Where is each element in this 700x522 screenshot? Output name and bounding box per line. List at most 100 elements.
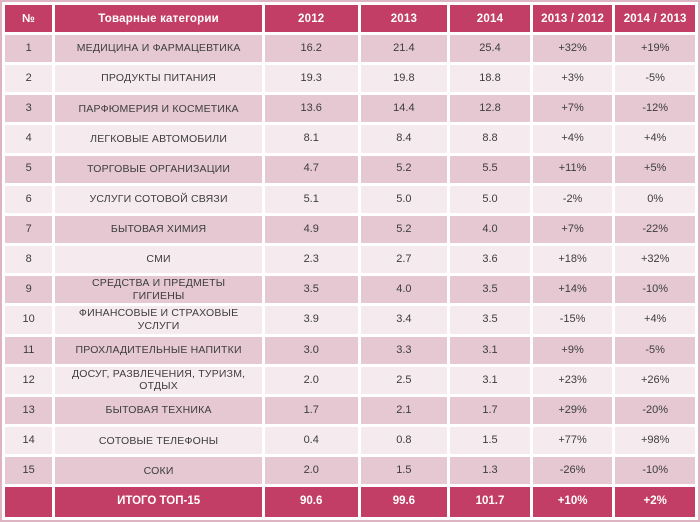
row-num-cell: 8 <box>5 245 53 273</box>
row-num-cell: 9 <box>5 276 53 304</box>
change-2014-2013-cell: +32% <box>615 245 695 273</box>
value-2012-cell: 19.3 <box>264 65 358 93</box>
value-2012-cell: 8.1 <box>264 125 358 153</box>
change-2014-2013-cell: -20% <box>615 397 695 425</box>
value-2014-cell: 8.8 <box>450 125 530 153</box>
col-header-2013: 2013 <box>360 5 448 32</box>
table-row: 13 БЫТОВАЯ ТЕХНИКА 1.7 2.1 1.7 +29% -20% <box>5 397 695 425</box>
category-cell: СОКИ <box>55 457 262 485</box>
row-num-cell: 7 <box>5 215 53 243</box>
table-row: 14 СОТОВЫЕ ТЕЛЕФОНЫ 0.4 0.8 1.5 +77% +98% <box>5 427 695 455</box>
value-2013-cell: 14.4 <box>360 95 448 123</box>
change-2013-2012-cell: -15% <box>532 306 613 334</box>
value-2014-cell: 1.3 <box>450 457 530 485</box>
value-2012-cell: 2.0 <box>264 366 358 395</box>
value-2014-cell: 3.6 <box>450 245 530 273</box>
value-2013-cell: 5.2 <box>360 215 448 243</box>
table-row: 1 МЕДИЦИНА И ФАРМАЦЕВТИКА 16.2 21.4 25.4 +32%… <box>5 35 695 63</box>
row-num-cell: 12 <box>5 366 53 395</box>
value-2013-cell: 2.5 <box>360 366 448 395</box>
table-row: 12 ДОСУГ, РАЗВЛЕЧЕНИЯ, ТУРИЗМ, ОТДЫХ 2.0 2.… <box>5 366 695 395</box>
change-2013-2012-cell: +7% <box>532 95 613 123</box>
table-row: 2 ПРОДУКТЫ ПИТАНИЯ 19.3 19.8 18.8 +3% -5% <box>5 65 695 93</box>
change-2014-2013-cell: -5% <box>615 336 695 364</box>
row-num-cell: 10 <box>5 306 53 334</box>
row-num-cell: 2 <box>5 65 53 93</box>
table-row: 6 УСЛУГИ СОТОВОЙ СВЯЗИ 5.1 5.0 5.0 -2% 0% <box>5 185 695 213</box>
change-2013-2012-cell: +9% <box>532 336 613 364</box>
change-2014-2013-cell: -10% <box>615 276 695 304</box>
row-num-cell <box>5 487 53 517</box>
category-cell: ТОРГОВЫЕ ОРГАНИЗАЦИИ <box>55 155 262 183</box>
category-cell: МЕДИЦИНА И ФАРМАЦЕВТИКА <box>55 35 262 63</box>
table-row: 7 БЫТОВАЯ ХИМИЯ 4.9 5.2 4.0 +7% -22% <box>5 215 695 243</box>
change-2014-2013-cell: +4% <box>615 306 695 334</box>
col-header-2014: 2014 <box>450 5 530 32</box>
value-2012-cell: 2.0 <box>264 457 358 485</box>
change-2013-2012-cell: +7% <box>532 215 613 243</box>
category-cell: БЫТОВАЯ ХИМИЯ <box>55 215 262 243</box>
value-2012-cell: 13.6 <box>264 95 358 123</box>
col-header-2012: 2012 <box>264 5 358 32</box>
value-2014-cell: 5.5 <box>450 155 530 183</box>
category-cell: ФИНАНСОВЫЕ И СТРАХОВЫЕ УСЛУГИ <box>55 306 262 334</box>
row-num-cell: 3 <box>5 95 53 123</box>
value-2014-cell: 3.5 <box>450 306 530 334</box>
row-num-cell: 11 <box>5 336 53 364</box>
value-2012-cell: 4.9 <box>264 215 358 243</box>
total-row: ИТОГО ТОП-15 90.6 99.6 101.7 +10% +2% <box>5 487 695 517</box>
change-2013-2012-cell: +3% <box>532 65 613 93</box>
category-cell: СМИ <box>55 245 262 273</box>
table-row: 10 ФИНАНСОВЫЕ И СТРАХОВЫЕ УСЛУГИ 3.9 3.4 3.5… <box>5 306 695 334</box>
value-2014-cell: 25.4 <box>450 35 530 63</box>
value-2012-cell: 16.2 <box>264 35 358 63</box>
change-2014-2013-cell: +98% <box>615 427 695 455</box>
value-2014-cell: 12.8 <box>450 95 530 123</box>
change-2014-2013-cell: +4% <box>615 125 695 153</box>
table-row: 15 СОКИ 2.0 1.5 1.3 -26% -10% <box>5 457 695 485</box>
category-cell: СРЕДСТВА И ПРЕДМЕТЫ ГИГИЕНЫ <box>55 276 262 304</box>
change-2013-2012-cell: +4% <box>532 125 613 153</box>
value-2013-cell: 19.8 <box>360 65 448 93</box>
change-2014-2013-cell: +26% <box>615 366 695 395</box>
change-2014-2013-cell: +19% <box>615 35 695 63</box>
col-header-2014-2013: 2014 / 2013 <box>615 5 695 32</box>
value-2014-cell: 3.1 <box>450 366 530 395</box>
change-2013-2012-cell: +18% <box>532 245 613 273</box>
change-2013-2012-cell: -26% <box>532 457 613 485</box>
value-2012-cell: 5.1 <box>264 185 358 213</box>
value-2013-cell: 2.7 <box>360 245 448 273</box>
row-num-cell: 14 <box>5 427 53 455</box>
value-2013-cell: 2.1 <box>360 397 448 425</box>
change-2013-2012-cell: +77% <box>532 427 613 455</box>
value-2013-cell: 21.4 <box>360 35 448 63</box>
category-cell: СОТОВЫЕ ТЕЛЕФОНЫ <box>55 427 262 455</box>
change-2014-2013-cell: 0% <box>615 185 695 213</box>
col-header-num: № <box>5 5 53 32</box>
value-2014-cell: 5.0 <box>450 185 530 213</box>
value-2013-cell: 3.4 <box>360 306 448 334</box>
category-cell: ПРОХЛАДИТЕЛЬНЫЕ НАПИТКИ <box>55 336 262 364</box>
value-2014-cell: 3.1 <box>450 336 530 364</box>
table-row: 4 ЛЕГКОВЫЕ АВТОМОБИЛИ 8.1 8.4 8.8 +4% +4% <box>5 125 695 153</box>
row-num-cell: 1 <box>5 35 53 63</box>
row-num-cell: 15 <box>5 457 53 485</box>
table-row: 5 ТОРГОВЫЕ ОРГАНИЗАЦИИ 4.7 5.2 5.5 +11% +5% <box>5 155 695 183</box>
category-cell: ДОСУГ, РАЗВЛЕЧЕНИЯ, ТУРИЗМ, ОТДЫХ <box>55 366 262 395</box>
change-2014-2013-cell: +5% <box>615 155 695 183</box>
row-num-cell: 5 <box>5 155 53 183</box>
col-header-2013-2012: 2013 / 2012 <box>532 5 613 32</box>
value-2014-cell: 3.5 <box>450 276 530 304</box>
category-cell: ЛЕГКОВЫЕ АВТОМОБИЛИ <box>55 125 262 153</box>
value-2013-cell: 5.2 <box>360 155 448 183</box>
table-row: 11 ПРОХЛАДИТЕЛЬНЫЕ НАПИТКИ 3.0 3.3 3.1 +9% -5% <box>5 336 695 364</box>
change-2013-2012-cell: +23% <box>532 366 613 395</box>
change-2013-2012-cell: +14% <box>532 276 613 304</box>
row-num-cell: 4 <box>5 125 53 153</box>
value-2013-cell: 3.3 <box>360 336 448 364</box>
value-2014-cell: 1.7 <box>450 397 530 425</box>
total-2012-cell: 90.6 <box>264 487 358 517</box>
category-cell: ПАРФЮМЕРИЯ И КОСМЕТИКА <box>55 95 262 123</box>
category-cell: БЫТОВАЯ ТЕХНИКА <box>55 397 262 425</box>
